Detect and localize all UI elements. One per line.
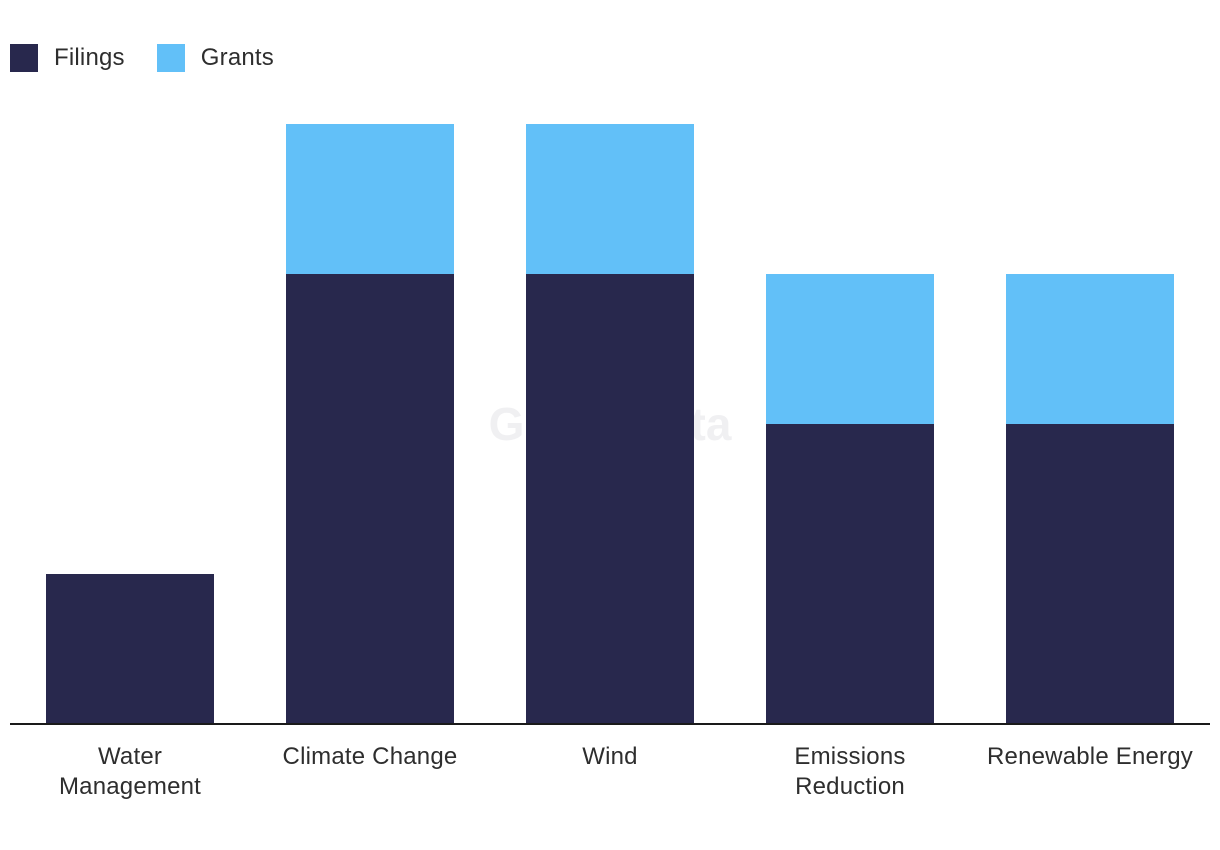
x-tick-label: Wind <box>582 743 637 770</box>
bar-grants-emissions-reduction <box>766 274 934 424</box>
bar-grants-renewable-energy <box>1006 274 1174 424</box>
bar-filings-emissions-reduction <box>766 424 934 724</box>
x-tick-labels: Water Management Climate Change Wind Emissio… <box>59 743 1193 800</box>
x-tick-label: Climate Change <box>283 743 458 770</box>
x-tick-label: Emissions Reduction <box>794 743 905 800</box>
bar-grants-wind <box>526 124 694 274</box>
bar-filings-wind <box>526 274 694 724</box>
legend-label-filings: Filings <box>54 44 125 71</box>
bar-grants-climate-change <box>286 124 454 274</box>
x-tick-label: Water Management <box>59 743 201 800</box>
legend-item-grants: Grants <box>156 44 274 72</box>
bar-filings-climate-change <box>286 274 454 724</box>
legend-item-filings: Filings <box>10 44 125 72</box>
legend-swatch-grants <box>156 44 185 72</box>
bar-filings-water-management <box>46 574 214 724</box>
bar-filings-renewable-energy <box>1006 424 1174 724</box>
legend: Filings Grants <box>10 44 274 72</box>
legend-label-grants: Grants <box>200 44 274 71</box>
bars-group <box>46 124 1174 724</box>
x-tick-label: Renewable Energy <box>987 743 1193 770</box>
legend-swatch-filings <box>10 44 38 72</box>
